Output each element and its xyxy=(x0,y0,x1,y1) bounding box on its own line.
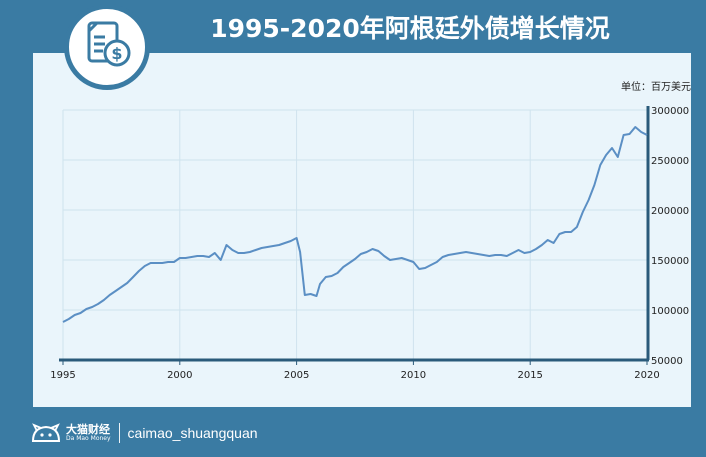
footer: 大猫财经 Da Mao Money caimao_shuangquan xyxy=(30,420,258,446)
series-line xyxy=(62,126,648,323)
line-chart: 1995 2000 2005 2010 2015 2020 50000 100000 1500… xyxy=(50,80,691,381)
y-tick-label: 150000 xyxy=(651,256,689,267)
footer-divider xyxy=(118,423,120,443)
x-tick-label: 2020 xyxy=(634,370,659,381)
y-tick-label: 100000 xyxy=(651,306,689,317)
cat-logo-icon xyxy=(31,423,61,442)
brand-subtitle: Da Mao Money xyxy=(66,435,111,442)
y-tick-labels: 50000 100000 150000 200000 250000 300000 xyxy=(651,106,689,367)
x-tick-labels: 1995 2000 2005 2010 2015 2020 xyxy=(50,370,659,381)
axes xyxy=(59,106,650,365)
y-tick-label: 300000 xyxy=(651,106,689,117)
y-tick-label: 250000 xyxy=(651,156,689,167)
x-tick-label: 1995 xyxy=(50,370,75,381)
account-handle: caimao_shuangquan xyxy=(127,425,258,441)
svg-text:$: $ xyxy=(111,44,122,63)
page-title: 1995-2020年阿根廷外债增长情况 xyxy=(210,14,610,43)
x-tick-label: 2015 xyxy=(517,370,542,381)
x-tick-label: 2010 xyxy=(401,370,426,381)
brand: 大猫财经 Da Mao Money xyxy=(66,424,111,442)
brand-name: 大猫财经 xyxy=(66,423,110,436)
document-dollar-icon: $ xyxy=(64,4,150,90)
x-tick-label: 2005 xyxy=(284,370,309,381)
x-tick-label: 2000 xyxy=(167,370,192,381)
unit-label: 单位：百万美元 xyxy=(621,80,691,93)
chart-panel: 1995 2000 2005 2010 2015 2020 50000 100000 1500… xyxy=(33,53,691,407)
y-tick-label: 200000 xyxy=(651,206,689,217)
y-tick-label: 50000 xyxy=(651,356,683,367)
